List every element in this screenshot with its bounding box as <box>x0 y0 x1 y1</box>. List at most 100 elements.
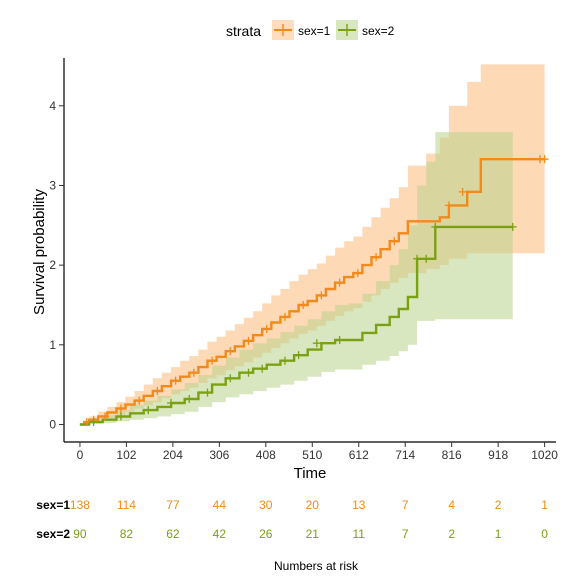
censor-mark-sex2 <box>144 406 153 415</box>
legend: strata sex=1 sex=2 <box>226 20 395 40</box>
legend-title: strata <box>226 23 261 39</box>
confidence-bands <box>79 64 545 425</box>
censor-mark-sex1 <box>317 291 326 300</box>
y-axis-title: Survival probability <box>31 189 48 315</box>
risk-value-sex1: 20 <box>306 498 320 512</box>
risk-value-sex2: 62 <box>166 527 180 541</box>
risk-values: 138 114 77 44 30 20 13 7 4 2 190 82 62 42 26 21 11 7 2 1 0 <box>70 498 548 541</box>
censor-mark-sex2 <box>422 254 431 263</box>
y-tick-label: 2 <box>49 258 56 272</box>
censor-mark-sex2 <box>431 222 440 231</box>
y-axis-ticks: 0 1 2 3 4 <box>49 99 64 431</box>
legend-label-sex2: sex=2 <box>362 24 395 38</box>
censor-mark-sex2 <box>203 388 212 397</box>
censor-mark-sex1 <box>244 336 253 345</box>
censor-mark-sex2 <box>280 356 289 365</box>
risk-value-sex1: 44 <box>213 498 227 512</box>
axes: 0 102 204 306 408 510 612 714 816 918 1020 0 1 2 3 4 <box>49 58 558 462</box>
censor-mark-sex1 <box>280 312 289 321</box>
legend-entry-sex2: sex=2 <box>336 20 395 40</box>
risk-value-sex1: 4 <box>448 498 455 512</box>
censor-mark-sex2 <box>294 351 303 360</box>
risk-value-sex2: 7 <box>402 527 409 541</box>
censor-mark-sex1 <box>299 300 308 309</box>
risk-value-sex2: 90 <box>73 527 87 541</box>
legend-entry-sex1: sex=1 <box>272 20 331 40</box>
censor-mark-sex2 <box>508 222 517 231</box>
censor-mark-sex1 <box>540 155 549 164</box>
censor-mark-sex2 <box>116 412 125 421</box>
censor-mark-sex2 <box>226 374 235 383</box>
censor-mark-sex1 <box>208 356 217 365</box>
risk-value-sex1: 114 <box>117 498 136 512</box>
x-tick-label: 204 <box>163 448 183 462</box>
x-axis-title: Time <box>294 465 327 482</box>
risk-value-sex2: 1 <box>495 527 502 541</box>
censor-mark-sex2 <box>335 336 344 345</box>
y-tick-label: 3 <box>49 178 56 192</box>
risk-value-sex2: 11 <box>353 527 366 541</box>
risk-row-label-sex1: sex=1 <box>36 498 70 512</box>
x-tick-label: 816 <box>442 448 462 462</box>
risk-value-sex1: 1 <box>541 498 548 512</box>
x-tick-label: 714 <box>395 448 415 462</box>
x-tick-label: 306 <box>209 448 229 462</box>
censor-mark-sex1 <box>82 418 91 427</box>
censor-mark-sex2 <box>89 418 98 427</box>
risk-value-sex1: 30 <box>259 498 273 512</box>
censor-mark-sex2 <box>258 364 267 373</box>
censor-mark-sex2 <box>167 398 176 407</box>
censor-mark-sex1 <box>262 324 271 333</box>
risk-table-title: Numbers at risk <box>274 559 359 573</box>
risk-row-label-sex2: sex=2 <box>36 527 70 541</box>
confidence-band-sex2 <box>79 132 513 425</box>
x-tick-label: 102 <box>116 448 136 462</box>
risk-value-sex2: 82 <box>120 527 134 541</box>
censor-mark-sex1 <box>458 187 467 196</box>
x-tick-label: 1020 <box>531 448 558 462</box>
survival-curves <box>79 158 545 426</box>
x-tick-label: 510 <box>302 448 322 462</box>
risk-value-sex2: 21 <box>306 527 320 541</box>
censor-mark-sex1 <box>171 376 180 385</box>
censor-mark-sex1 <box>444 201 453 210</box>
censor-mark-sex1 <box>353 269 362 278</box>
confidence-band-sex1 <box>79 64 545 425</box>
x-tick-label: 408 <box>256 448 276 462</box>
risk-value-sex2: 42 <box>213 527 227 541</box>
censor-mark-sex2 <box>185 394 194 403</box>
risk-value-sex1: 13 <box>352 498 366 512</box>
risk-value-sex1: 138 <box>70 498 90 512</box>
risk-value-sex2: 2 <box>448 527 455 541</box>
risk-value-sex1: 2 <box>495 498 502 512</box>
risk-value-sex2: 0 <box>541 527 548 541</box>
risk-table: sex=1 sex=2 138 114 77 44 30 20 13 7 4 2 190 82 62 42… <box>36 498 548 573</box>
survival-curve-sex2 <box>79 225 513 426</box>
x-tick-label: 0 <box>77 448 84 462</box>
survival-curve-sex1 <box>79 158 545 426</box>
censor-mark-sex2 <box>312 339 321 348</box>
legend-label-sex1: sex=1 <box>298 24 331 38</box>
y-tick-label: 0 <box>49 417 56 431</box>
censor-mark-sex1 <box>101 412 109 421</box>
y-tick-label: 1 <box>49 338 56 352</box>
censor-mark-sex1 <box>372 253 381 262</box>
censor-mark-sex1 <box>153 387 162 396</box>
censor-mark-sex1 <box>189 368 198 377</box>
censor-mark-sex1 <box>116 404 125 413</box>
y-tick-label: 4 <box>49 99 56 113</box>
censor-mark-sex2 <box>244 368 253 377</box>
censor-mark-sex2 <box>413 254 422 263</box>
censor-mark-sex1 <box>226 347 235 356</box>
x-tick-label: 918 <box>488 448 508 462</box>
censor-marks <box>82 155 549 427</box>
x-axis-ticks: 0 102 204 306 408 510 612 714 816 918 1020 <box>77 442 558 462</box>
censor-mark-sex1 <box>390 237 399 246</box>
risk-value-sex2: 26 <box>259 527 273 541</box>
risk-value-sex1: 77 <box>166 498 180 512</box>
risk-value-sex1: 7 <box>402 498 409 512</box>
censor-mark-sex1 <box>335 278 344 287</box>
x-tick-label: 612 <box>349 448 369 462</box>
censor-mark-sex1 <box>135 396 144 405</box>
